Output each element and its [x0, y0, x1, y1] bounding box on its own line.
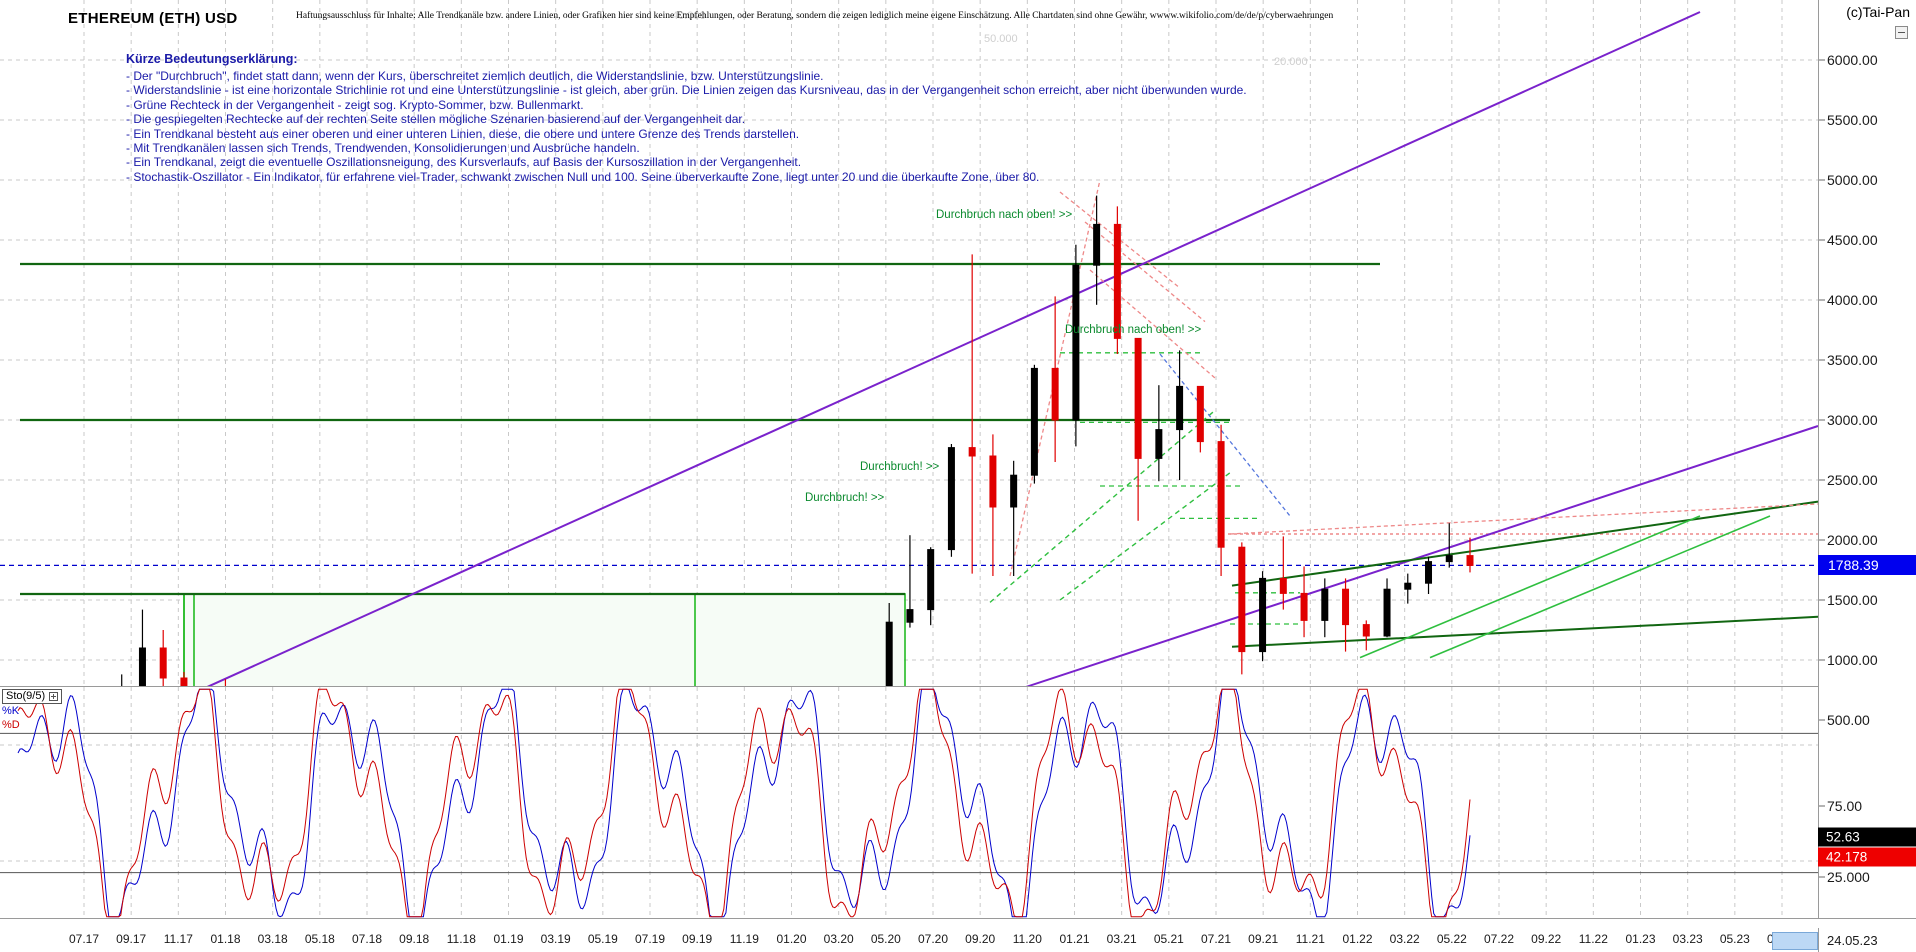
expand-icon[interactable]	[49, 692, 59, 701]
chart-watermark: 40.000	[672, 10, 706, 22]
time-tick-label: 01.19	[493, 932, 524, 946]
time-tick-label: 01.18	[210, 932, 241, 946]
time-tick-label: 03.21	[1106, 932, 1137, 946]
price-tick	[1819, 719, 1825, 721]
time-tick-label: 11.20	[1012, 932, 1042, 946]
time-tick-label: 07.21	[1200, 932, 1232, 946]
chart-annotation: Durchbruch nach oben! >>	[1065, 324, 1202, 336]
time-tick-label: 07.22	[1483, 932, 1515, 946]
stochastic-series-layer	[0, 687, 1818, 919]
percent-k-value-badge: 52.63	[1818, 827, 1916, 847]
price-tick	[1819, 599, 1825, 601]
price-tick-label: 3000.00	[1827, 412, 1878, 428]
price-tick-label: 1500.00	[1827, 592, 1878, 608]
explanation-heading: Kürze Bedeutungserklärung:	[126, 52, 298, 66]
percent-d-value-badge: 42.178	[1818, 847, 1916, 867]
price-tick	[1819, 119, 1825, 121]
price-tick	[1819, 59, 1825, 61]
explanation-line: - Grüne Rechteck in der Vergangenheit - …	[126, 97, 584, 112]
time-tick-label: 11.18	[446, 932, 476, 946]
chart-annotation: Durchbruch! >>	[805, 492, 885, 504]
time-tick-label: 09.19	[682, 932, 713, 946]
price-tick-label: 5000.00	[1827, 172, 1878, 188]
time-tick-label: 05.21	[1153, 932, 1184, 946]
price-tick-label: 6000.00	[1827, 52, 1878, 68]
percent-d-label: %D	[2, 719, 20, 731]
last-date-label: 24.05.23	[1818, 928, 1916, 952]
time-tick-label: 11.21	[1295, 932, 1325, 946]
price-tick-label: 3500.00	[1827, 352, 1878, 368]
time-tick-label: 11.19	[729, 932, 759, 946]
price-tick-label: 500.00	[1827, 712, 1870, 728]
price-tick	[1819, 659, 1825, 661]
stochastic-panel[interactable]: Sto(9/5) %K %D	[0, 686, 1818, 952]
explanation-line: - Stochastik-Oszillator - Ein Indikator,…	[126, 169, 1040, 184]
time-tick-label: 11.17	[163, 932, 193, 946]
vendor-watermark: (c)Tai-Pan	[1846, 4, 1910, 20]
time-tick-label: 05.22	[1436, 932, 1467, 946]
time-tick-label: 05.18	[304, 932, 335, 946]
price-tick-label: 4500.00	[1827, 232, 1878, 248]
time-tick-label: 03.18	[257, 932, 288, 946]
price-tick-label: 2000.00	[1827, 532, 1878, 548]
minimize-icon[interactable]	[1895, 26, 1908, 39]
price-tick	[1819, 179, 1825, 181]
time-tick-label: 09.20	[965, 932, 996, 946]
price-tick	[1819, 479, 1825, 481]
price-chart-panel[interactable]: Durchbruch nach oben! >> Durchbruch nach …	[0, 0, 1819, 783]
sto-tick-25: 25.000	[1827, 869, 1870, 885]
chart-annotation: Durchbruch nach oben! >>	[936, 209, 1073, 221]
sto-tick-75: 75.00	[1827, 798, 1863, 814]
time-tick-label: 03.23	[1672, 932, 1703, 946]
indicator-label[interactable]: Sto(9/5)	[2, 689, 63, 704]
price-tick	[1819, 299, 1825, 301]
page-title: ETHEREUM (ETH) USD	[68, 10, 238, 27]
time-tick-label: 07.18	[351, 932, 383, 946]
time-tick-label: 09.22	[1531, 932, 1562, 946]
chart-watermark: 50.000	[984, 33, 1018, 45]
explanation-line: - Mit Trendkanälen lassen sich Trends, T…	[126, 141, 640, 156]
chart-watermark: 20.000	[1274, 56, 1308, 68]
time-tick-label: 09.21	[1248, 932, 1279, 946]
price-tick	[1819, 539, 1825, 541]
time-tick-label: 03.22	[1389, 932, 1420, 946]
explanation-line: - Die gespiegelten Rechtecke auf der rec…	[126, 112, 746, 127]
last-bar-swatch	[1772, 932, 1818, 950]
explanation-line: - Der "Durchbruch", findet statt dann, w…	[126, 69, 824, 83]
stochastic-axis: 75.00 25.000 52.63 42.178	[1818, 780, 1916, 928]
price-tick	[1819, 419, 1825, 421]
last-price-badge: 1788.39	[1818, 555, 1916, 576]
time-tick-label: 07.19	[634, 932, 666, 946]
price-tick	[1819, 359, 1825, 361]
explanation-line: - Ein Trendkanal, zeigt die eventuelle O…	[126, 155, 802, 170]
disclaimer-text: Haftungsausschluss für Inhalte: Alle Tre…	[296, 11, 1334, 21]
time-tick-label: 03.19	[540, 932, 571, 946]
time-tick-label: 05.20	[870, 932, 901, 946]
time-tick-label: 05.19	[587, 932, 618, 946]
time-tick-label: 07.20	[917, 932, 949, 946]
chart-annotation: Durchbruch! >>	[860, 461, 940, 473]
time-tick-label: 01.20	[776, 932, 807, 946]
price-tick-label: 2500.00	[1827, 472, 1878, 488]
price-tick-label: 4000.00	[1827, 292, 1878, 308]
price-tick-label: 1000.00	[1827, 652, 1878, 668]
price-axis[interactable]: (c)Tai-Pan 6000.00 5500.00 5000.00 4500.00 4…	[1818, 0, 1916, 780]
time-tick-label: 01.22	[1342, 932, 1373, 946]
time-tick-label: 09.17	[116, 932, 147, 946]
time-axis[interactable]: 07.17 09.17 11.17 01.18 03.18 05.18 07.18 09.18…	[0, 918, 1916, 952]
indicator-name: Sto(9/5)	[6, 690, 46, 702]
time-tick-label: 01.21	[1059, 932, 1090, 946]
explanation-line: - Ein Trendkanal besteht aus einer obere…	[126, 126, 800, 141]
price-tick-label: 5500.00	[1827, 112, 1878, 128]
percent-k-label: %K	[2, 705, 20, 717]
time-tick-label: 07.17	[68, 932, 100, 946]
explanation-line: - Widerstandslinie - ist eine horizontal…	[126, 83, 1247, 98]
time-tick-label: 11.22	[1578, 932, 1608, 946]
time-tick-label: 05.23	[1719, 932, 1750, 946]
explanation-block: Kürze Bedeutungserklärung: - Der "Durchb…	[126, 52, 1247, 184]
time-tick-label: 09.18	[399, 932, 430, 946]
time-tick-label: 03.20	[823, 932, 854, 946]
price-tick	[1819, 239, 1825, 241]
time-tick-label: 01.23	[1625, 932, 1656, 946]
